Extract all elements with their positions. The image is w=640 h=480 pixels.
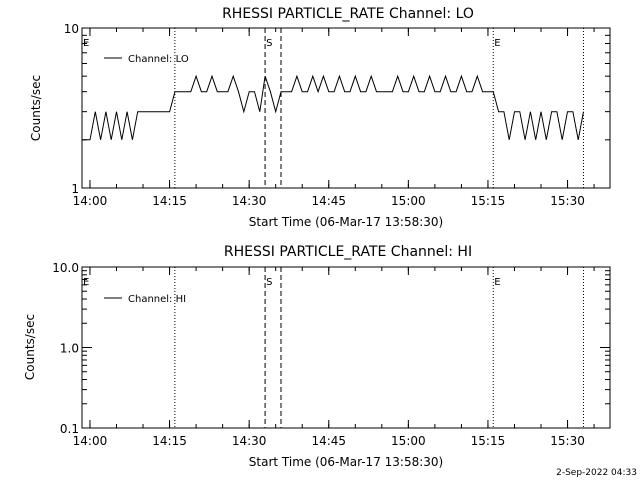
hi-x-tick-label: 14:00 [73, 434, 108, 448]
lo-series-line [82, 74, 584, 141]
hi-y-ticks: 0.1 1.0 10.0 [52, 261, 610, 436]
hi-flag-e: E [83, 277, 89, 288]
hi-x-tick-label: 14:15 [152, 434, 187, 448]
lo-flag-s: S [266, 38, 272, 49]
hi-y-tick-label: 0.1 [60, 422, 79, 436]
lo-x-tick-label: 15:15 [471, 194, 506, 208]
hi-y-tick-label: 10.0 [52, 261, 79, 275]
lo-legend: Channel: LO [104, 54, 189, 65]
hi-chart-title: RHESSI PARTICLE_RATE Channel: HI [224, 244, 472, 260]
lo-x-tick-label: 14:00 [73, 194, 108, 208]
hi-legend: Channel: HI [104, 294, 186, 305]
lo-series-layer [82, 74, 584, 141]
hi-legend-label: Channel: HI [128, 294, 186, 305]
hi-x-ticks: 14:00 14:15 14:30 14:45 15:00 15:15 15:30 [73, 267, 595, 448]
lo-flag-e: E [494, 38, 500, 49]
hi-plot-frame [81, 266, 611, 429]
lo-y-axis-label: Counts/sec [29, 75, 43, 141]
hi-x-tick-label: 14:30 [232, 434, 267, 448]
lo-flag-e: E [83, 38, 89, 49]
lo-plot-frame [81, 27, 611, 189]
hi-x-tick-label: 15:30 [550, 434, 585, 448]
lo-x-tick-label: 14:45 [311, 194, 346, 208]
hi-x-tick-label: 15:00 [391, 434, 426, 448]
lo-legend-label: Channel: LO [128, 54, 189, 65]
lo-x-ticks: 14:00 14:15 14:30 14:45 15:00 15:15 15:30 [73, 28, 595, 208]
lo-x-tick-label: 15:00 [391, 194, 426, 208]
lo-x-axis-label: Start Time (06-Mar-17 13:58:30) [249, 215, 443, 229]
lo-y-tick-label: 1 [71, 182, 79, 196]
hi-flag-s: S [266, 277, 272, 288]
hi-flag-e: E [494, 277, 500, 288]
footer-timestamp: 2-Sep-2022 04:33 [556, 468, 637, 478]
hi-channel-panel: RHESSI PARTICLE_RATE Channel: HI Counts/… [23, 244, 611, 469]
hi-x-tick-label: 15:15 [471, 434, 506, 448]
hi-y-tick-label: 1.0 [60, 342, 79, 356]
hi-y-axis-label: Counts/sec [23, 314, 37, 380]
lo-x-tick-label: 14:15 [152, 194, 187, 208]
lo-y-ticks: 1 10 [64, 22, 610, 196]
lo-chart-title: RHESSI PARTICLE_RATE Channel: LO [222, 6, 474, 22]
hi-x-tick-label: 14:45 [311, 434, 346, 448]
lo-x-tick-label: 14:30 [232, 194, 267, 208]
lo-channel-panel: RHESSI PARTICLE_RATE Channel: LO Counts/… [29, 6, 611, 229]
lo-x-tick-label: 15:30 [550, 194, 585, 208]
hi-x-axis-label: Start Time (06-Mar-17 13:58:30) [249, 455, 443, 469]
lo-y-tick-label: 10 [64, 22, 79, 36]
